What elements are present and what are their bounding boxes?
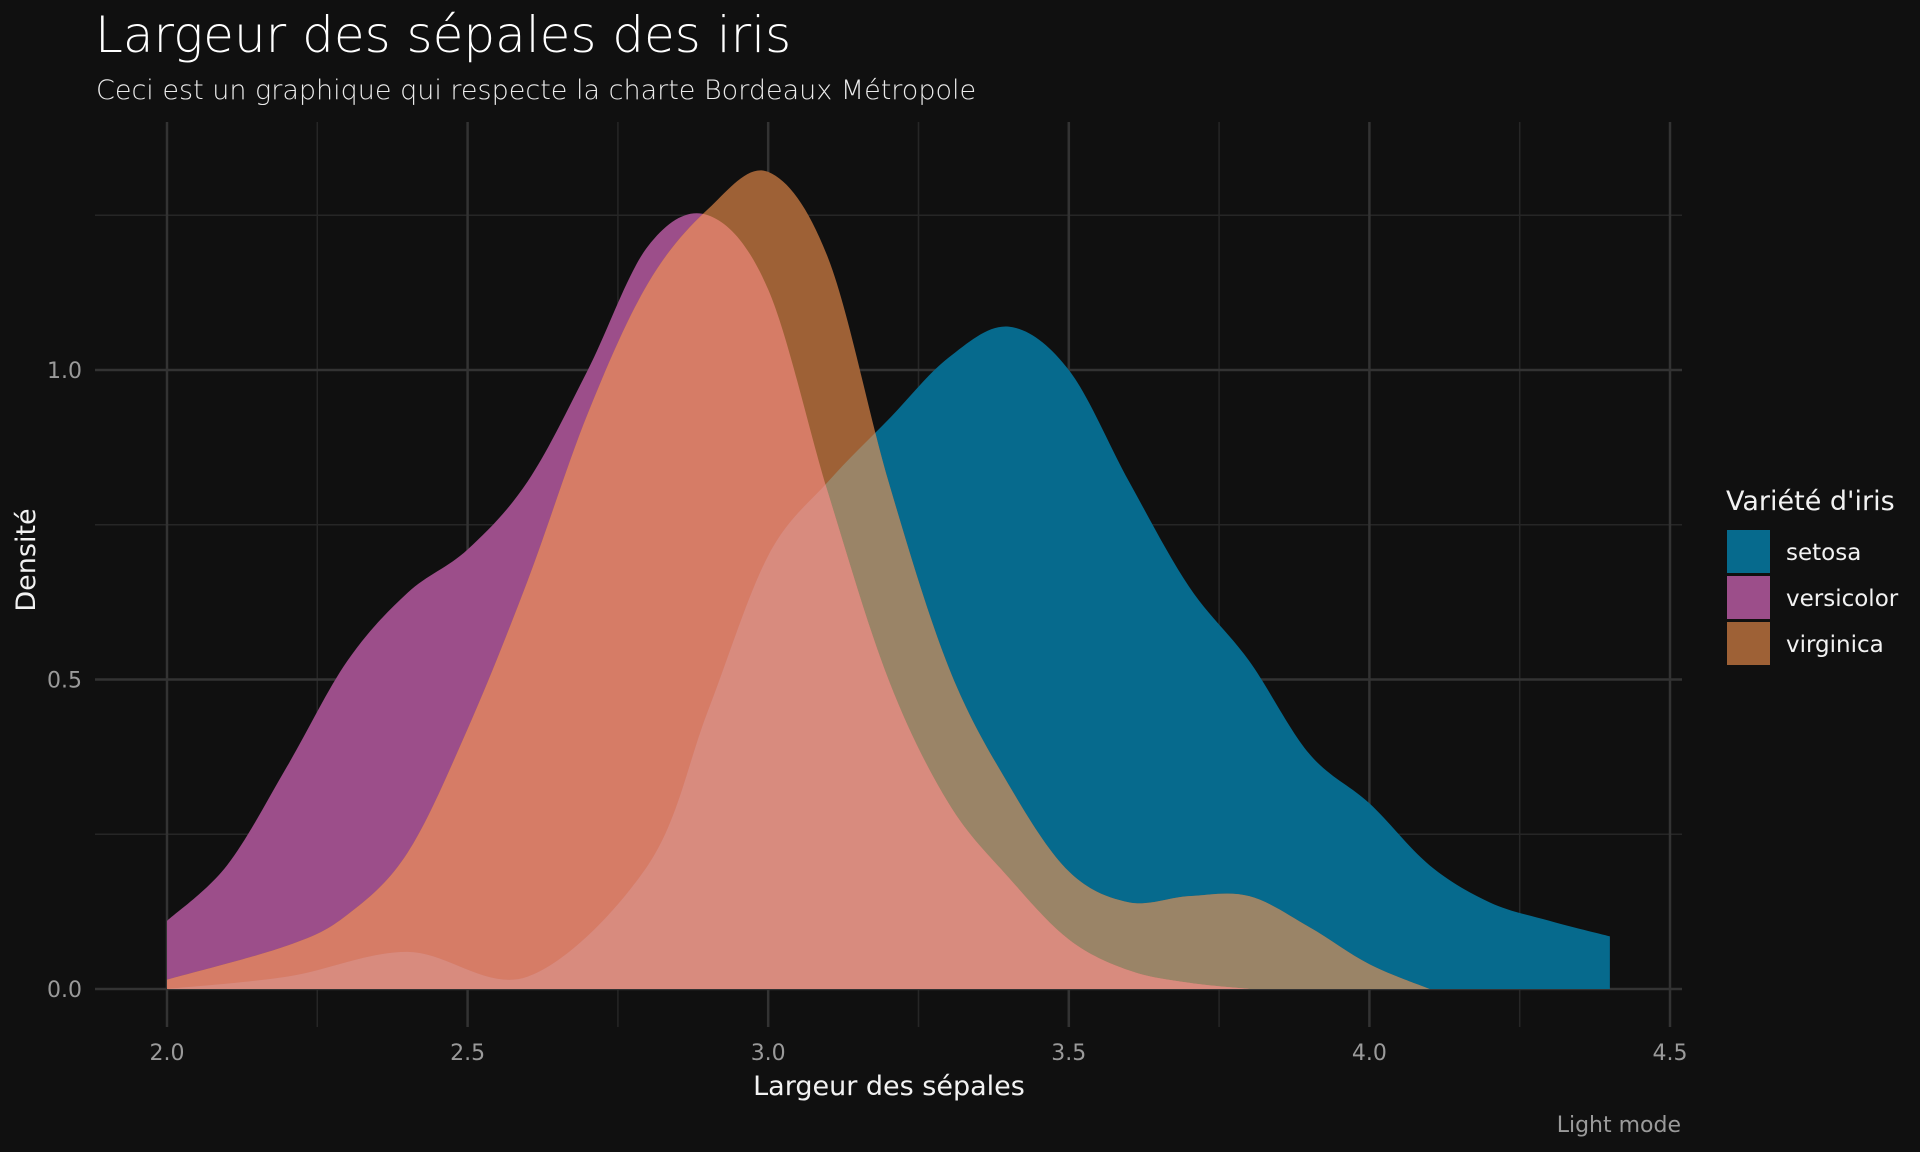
legend-key-virginica [1727, 622, 1770, 665]
legend: Variété d'iris setosa versicolor virginica [1726, 486, 1899, 665]
x-tick-label: 4.0 [1352, 1041, 1387, 1066]
density-areas [167, 170, 1610, 990]
x-tick-label: 3.5 [1051, 1041, 1086, 1066]
legend-title: Variété d'iris [1726, 486, 1895, 517]
chart-subtitle: Ceci est un graphique qui respecte la ch… [96, 75, 976, 106]
legend-key-setosa [1727, 530, 1770, 573]
caption: Light mode [1557, 1113, 1681, 1138]
legend-label-versicolor: versicolor [1786, 586, 1899, 612]
x-axis-ticks: 2.0 2.5 3.0 3.5 4.0 4.5 [150, 1041, 1688, 1066]
x-tick-label: 3.0 [751, 1041, 786, 1066]
x-tick-label: 2.5 [450, 1041, 485, 1066]
legend-key-versicolor [1727, 576, 1770, 619]
x-axis-title: Largeur des sépales [753, 1071, 1025, 1102]
x-tick-label: 2.0 [150, 1041, 185, 1066]
y-tick-label: 0.0 [47, 978, 82, 1003]
x-tick-label: 4.5 [1653, 1041, 1688, 1066]
y-axis-ticks: 0.0 0.5 1.0 [47, 359, 82, 1003]
chart-title: Largeur des sépales des iris [95, 6, 791, 64]
legend-label-setosa: setosa [1786, 540, 1861, 566]
y-axis-title: Densité [11, 508, 42, 611]
y-tick-label: 1.0 [47, 359, 82, 384]
y-tick-label: 0.5 [47, 669, 82, 694]
legend-label-virginica: virginica [1786, 632, 1884, 658]
